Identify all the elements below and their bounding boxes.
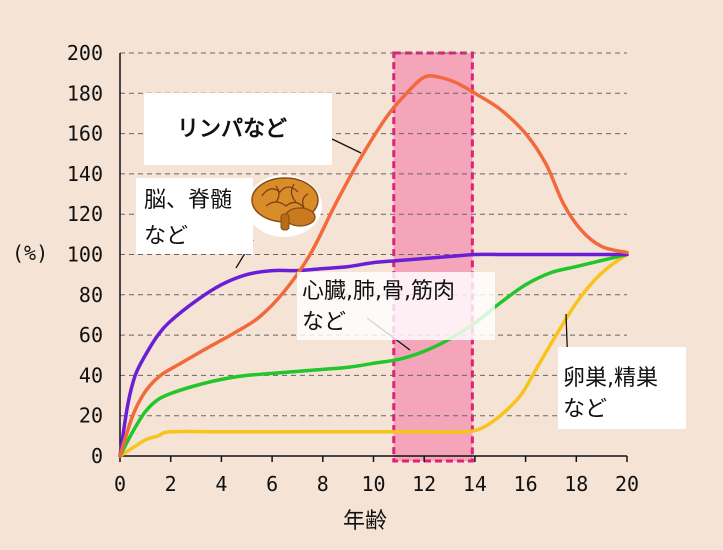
y-tick-label: 100 — [67, 243, 103, 267]
x-tick-label: 18 — [564, 472, 588, 496]
organ-label-text: など — [302, 310, 346, 335]
gonad-label-text: など — [563, 397, 607, 422]
x-tick-label: 0 — [114, 472, 126, 496]
y-tick-label: 120 — [67, 202, 103, 226]
y-tick-label: 80 — [79, 283, 103, 307]
x-axis-title: 年齢 — [343, 509, 387, 534]
y-tick-label: 200 — [67, 41, 103, 65]
x-tick-label: 14 — [463, 472, 487, 496]
y-tick-label: 60 — [79, 323, 103, 347]
x-tick-label: 12 — [412, 472, 436, 496]
organ-label-box — [297, 272, 495, 340]
y-tick-label: 180 — [67, 81, 103, 105]
organ-series-line — [118, 252, 629, 458]
x-tick-label: 20 — [615, 472, 639, 496]
brain-icon — [246, 175, 322, 237]
x-tick-label: 10 — [361, 472, 385, 496]
gonad-label-box — [558, 347, 686, 429]
organ-label-text: 心臓,肺,骨,筋肉 — [302, 279, 455, 304]
brain-label-text: 脳、脊髄 — [144, 188, 232, 213]
lymph-label-leader — [331, 138, 362, 154]
brain-label-box — [136, 178, 253, 254]
gonad-label-text: 卵巣,精巣 — [563, 366, 658, 391]
axis-layer: 0 20 40 60 80 100 120 140 160 180 200 0 2 4 6 8 10 12 14 16… — [67, 41, 639, 496]
x-tick-label: 6 — [266, 472, 278, 496]
lymph-label-box — [144, 93, 332, 165]
brain-series-line — [118, 252, 629, 458]
brain-label-text: など — [144, 224, 188, 249]
y-tick-label: 40 — [79, 363, 103, 387]
y-axis-label: (%) — [12, 241, 48, 265]
x-tick-label: 8 — [317, 472, 329, 496]
gonad-series-line — [118, 252, 629, 458]
y-tick-label: 160 — [67, 122, 103, 146]
lymph-label-text: リンパなど — [177, 117, 287, 142]
x-tick-label: 16 — [514, 472, 538, 496]
y-tick-label: 140 — [67, 162, 103, 186]
series-layer — [118, 74, 629, 458]
y-tick-label: 0 — [91, 444, 103, 468]
x-tick-label: 4 — [215, 472, 227, 496]
x-tick-label: 2 — [165, 472, 177, 496]
lymph-series-line — [118, 74, 629, 458]
y-tick-label: 20 — [79, 404, 103, 428]
